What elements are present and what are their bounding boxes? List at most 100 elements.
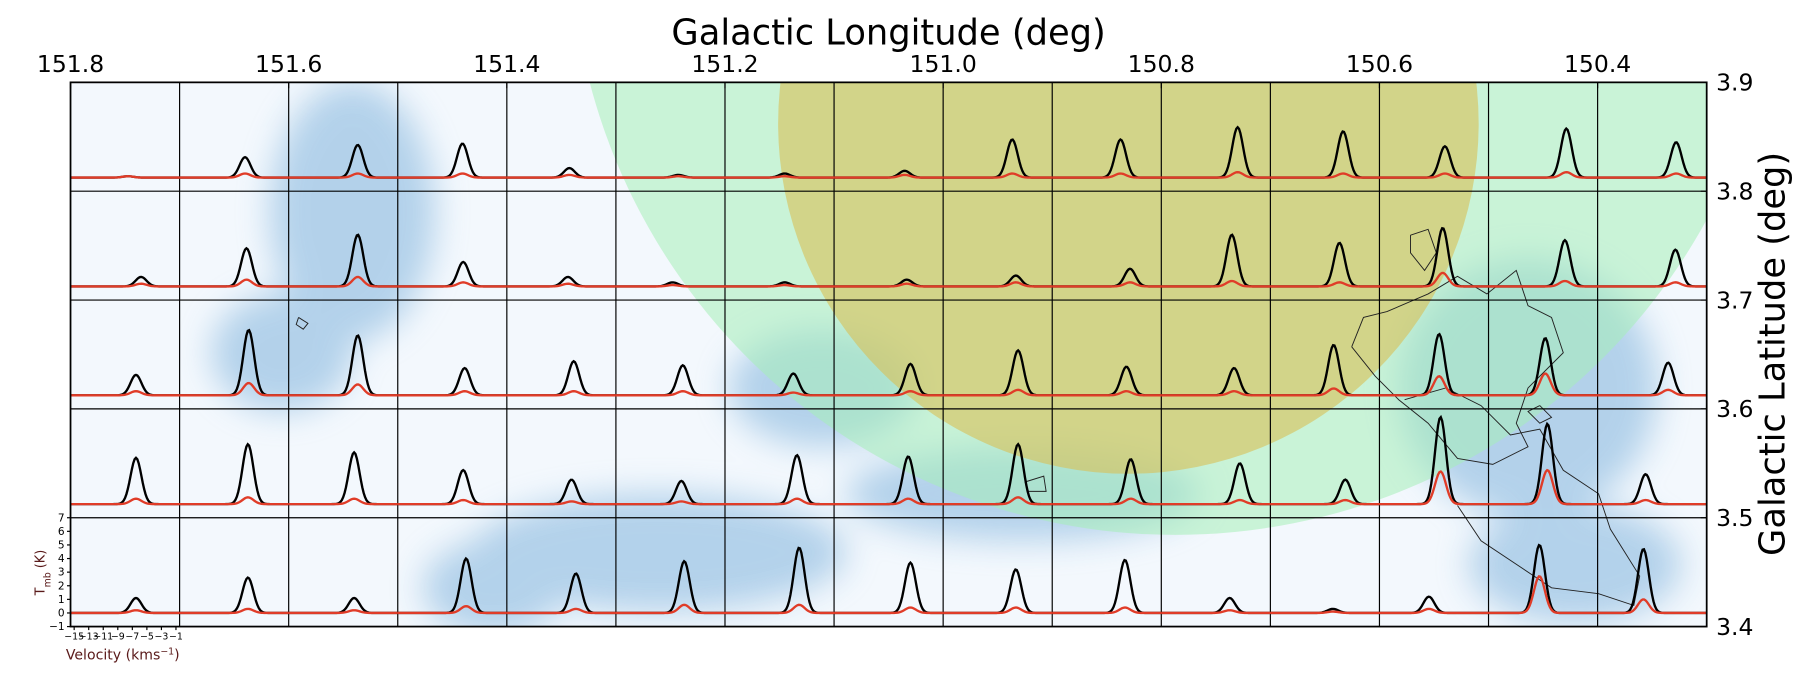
y-tick-label: 3.9: [1716, 69, 1753, 97]
spectrum-red: [70, 390, 180, 397]
x-tick-label: 150.8: [1128, 50, 1195, 78]
spectrum-red: [288, 172, 398, 179]
spectrum-red: [1052, 606, 1162, 615]
spectrum-red: [179, 607, 289, 615]
inset-y-tick-label: 0: [58, 607, 65, 619]
spectrum-red: [288, 383, 398, 397]
spectrum-red: [615, 283, 725, 288]
spectrum-red: [1597, 498, 1707, 506]
cell-grid: [70, 82, 1707, 627]
spectrum-red: [70, 497, 180, 506]
spectrum-red: [1379, 271, 1489, 288]
spectrum-red: [288, 609, 398, 615]
spectrum-red: [397, 498, 507, 506]
inset-x-tick-label: −9: [111, 632, 125, 643]
spectrum-red: [1488, 170, 1598, 179]
x-tick-label: 151.8: [37, 50, 104, 78]
spectrum-red: [1052, 497, 1162, 506]
spectrum-red: [397, 604, 507, 615]
spectrum-red: [1597, 281, 1707, 288]
spectrum-red: [615, 175, 725, 179]
x-tick-label: 150.4: [1564, 50, 1631, 78]
x-tick-label: 150.6: [1346, 50, 1413, 78]
inset-x-title: Velocity (kms−1): [66, 646, 180, 664]
spectrum-red: [1052, 390, 1162, 397]
spectrum-red: [943, 172, 1053, 179]
spectrum-red: [1488, 279, 1598, 288]
x-tick-label: 151.0: [910, 50, 977, 78]
inset-y-title-sub: mb: [42, 572, 53, 587]
y-tick-label: 3.5: [1716, 504, 1753, 532]
spectrum-red: [288, 275, 398, 288]
inset-x-tick-label: −5: [140, 632, 154, 643]
spectrum-red: [1270, 498, 1380, 506]
inset-x-tick-label: −11: [93, 632, 113, 643]
spectrum-red: [1488, 468, 1598, 506]
spectrum-red: [70, 282, 180, 288]
spectrum-red: [506, 390, 616, 397]
spectrum-red: [506, 282, 616, 288]
spectrum-red: [179, 496, 289, 506]
inset-y-tick-label: 4: [58, 553, 65, 565]
spectrum-red: [615, 603, 725, 615]
spectrum-red: [1488, 372, 1598, 397]
spectrum-red: [1379, 172, 1489, 179]
y-axis-title: Galactic Latitude (deg): [1752, 152, 1793, 556]
spectrum-red: [1597, 388, 1707, 397]
inset-x-tick-label: −7: [125, 632, 139, 643]
chart-title: Galactic Longitude (deg): [671, 13, 1105, 54]
spectrum-red: [1161, 390, 1271, 397]
spectrum-red: [1052, 281, 1162, 288]
spectrum-red: [943, 606, 1053, 615]
y-tick-label: 3.8: [1716, 177, 1753, 205]
spectrum-red: [1597, 172, 1707, 179]
spectrum-red: [724, 175, 835, 179]
spectrum-red: [834, 497, 944, 506]
inset-y-tick-label: 3: [58, 567, 65, 579]
inset-y-tick-label: 7: [58, 512, 65, 524]
x-tick-label: 151.6: [255, 50, 322, 78]
inset-x-tick-label: −3: [155, 632, 169, 643]
spectrum-red: [1052, 172, 1162, 179]
spectrum-red: [1161, 609, 1271, 615]
spectrum-red: [1270, 610, 1380, 615]
spectrum-red: [1270, 281, 1380, 288]
inset-x-tick-label: −1: [169, 632, 183, 643]
x-tick-label: 151.4: [473, 50, 540, 78]
inset-x-title-main: Velocity (kms: [66, 647, 161, 663]
inset-y-title: Tmb (K): [34, 550, 53, 597]
spectrum-red: [179, 278, 289, 288]
inset-y-tick-label: 1: [58, 594, 65, 606]
spectrum-red: [1379, 470, 1489, 506]
spectrum-red: [1488, 575, 1598, 615]
spectrum-red: [834, 282, 944, 288]
y-tick-label: 3.6: [1716, 395, 1753, 423]
spectrum-red: [1270, 387, 1380, 397]
spectrum-red: [70, 175, 180, 179]
inset-x-tick-label: −13: [79, 632, 99, 643]
spectrum-red: [943, 388, 1053, 397]
spectrum-red: [179, 172, 289, 179]
spectrum-red: [1379, 607, 1489, 615]
spectrum-red: [615, 390, 725, 397]
inset-y-tick-label: 5: [58, 539, 65, 551]
spectrum-red: [943, 496, 1053, 506]
spectrum-red: [1270, 172, 1380, 179]
spectrum-red: [506, 500, 616, 506]
inset-x-title-sup: −1: [160, 646, 174, 657]
background-map: [70, 82, 1707, 627]
spectrum-red: [1597, 598, 1707, 615]
plot-frame: [69, 81, 1708, 628]
spectrum-red: [943, 281, 1053, 288]
x-tick-label: 151.2: [691, 50, 758, 78]
spectrum-red: [70, 609, 180, 615]
spectrum-red: [724, 283, 835, 288]
spectrum-red: [288, 497, 398, 506]
inset-y-tick-label: −1: [49, 621, 65, 633]
spectrum-red: [1161, 498, 1271, 506]
spectrum-red: [724, 603, 835, 615]
spectrum-red: [506, 173, 616, 179]
spectrum-red: [834, 173, 944, 179]
